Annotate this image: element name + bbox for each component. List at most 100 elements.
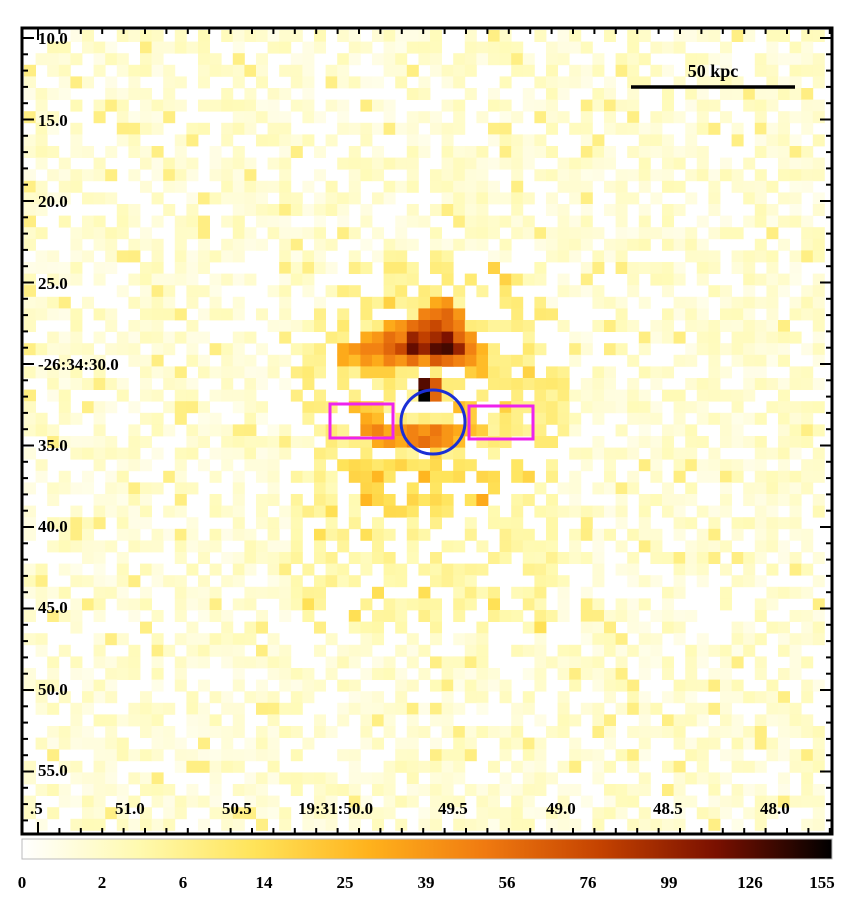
- count-pixel: [731, 714, 744, 727]
- count-pixel: [418, 378, 431, 390]
- count-pixel: [499, 354, 512, 367]
- count-pixel: [592, 540, 605, 553]
- count-pixel: [430, 354, 442, 367]
- count-pixel: [35, 575, 48, 588]
- count-pixel: [221, 656, 234, 669]
- count-pixel: [372, 668, 384, 680]
- count-pixel: [801, 412, 814, 425]
- count-pixel: [604, 343, 616, 356]
- count-pixel: [395, 53, 408, 66]
- count-pixel: [140, 354, 152, 367]
- count-pixel: [604, 621, 616, 634]
- count-pixel: [488, 784, 500, 796]
- count-pixel: [58, 180, 71, 193]
- count-pixel: [743, 262, 756, 274]
- count-pixel: [221, 378, 234, 390]
- count-pixel: [511, 726, 524, 738]
- count-pixel: [766, 621, 779, 634]
- count-pixel: [766, 204, 779, 216]
- count-pixel: [337, 784, 350, 796]
- count-pixel: [604, 784, 616, 796]
- count-pixel: [383, 238, 396, 251]
- count-pixel: [778, 169, 790, 182]
- count-pixel: [232, 517, 245, 530]
- count-pixel: [557, 586, 570, 599]
- count-pixel: [58, 354, 71, 367]
- count-pixel: [70, 575, 83, 588]
- count-pixel: [627, 99, 640, 112]
- count-pixel: [128, 111, 141, 124]
- count-pixel: [337, 424, 350, 437]
- count-pixel: [441, 668, 454, 680]
- count-pixel: [615, 679, 628, 692]
- count-pixel: [801, 41, 814, 54]
- count-pixel: [430, 424, 442, 437]
- count-pixel: [209, 424, 222, 437]
- count-pixel: [383, 563, 396, 576]
- count-pixel: [604, 633, 616, 646]
- count-pixel: [314, 459, 326, 472]
- count-pixel: [592, 436, 605, 448]
- count-pixel: [221, 528, 234, 541]
- count-pixel: [325, 656, 338, 669]
- count-pixel: [267, 528, 280, 541]
- count-pixel: [569, 343, 582, 356]
- count-pixel: [511, 180, 524, 193]
- count-pixel: [441, 378, 454, 390]
- count-pixel: [70, 447, 83, 460]
- count-pixel: [743, 99, 756, 112]
- count-pixel: [383, 494, 396, 506]
- count-pixel: [696, 633, 709, 646]
- count-pixel: [267, 494, 280, 506]
- count-pixel: [453, 169, 466, 182]
- count-pixel: [812, 679, 825, 692]
- count-pixel: [279, 575, 292, 588]
- count-pixel: [592, 807, 605, 820]
- count-pixel: [453, 737, 466, 750]
- count-pixel: [499, 691, 512, 704]
- count-pixel: [557, 610, 570, 622]
- count-pixel: [35, 702, 48, 715]
- count-pixel: [174, 227, 187, 240]
- count-pixel: [638, 146, 651, 158]
- count-pixel: [464, 204, 477, 216]
- count-pixel: [105, 656, 118, 669]
- count-pixel: [662, 586, 674, 599]
- count-pixel: [754, 633, 767, 646]
- count-pixel: [267, 122, 280, 135]
- count-pixel: [140, 320, 152, 332]
- count-pixel: [522, 772, 535, 785]
- count-pixel: [476, 53, 489, 66]
- count-pixel: [511, 795, 524, 808]
- count-pixel: [534, 807, 547, 820]
- count-pixel: [105, 586, 118, 599]
- count-pixel: [754, 737, 767, 750]
- count-pixel: [801, 378, 814, 390]
- count-pixel: [35, 111, 48, 124]
- count-pixel: [708, 53, 721, 66]
- count-pixel: [395, 331, 408, 344]
- count-pixel: [198, 122, 210, 135]
- count-pixel: [58, 540, 71, 553]
- count-pixel: [198, 679, 210, 692]
- count-pixel: [70, 53, 83, 66]
- count-pixel: [615, 238, 628, 251]
- count-pixel: [198, 552, 210, 564]
- count-pixel: [47, 88, 60, 100]
- count-pixel: [534, 737, 547, 750]
- count-pixel: [325, 99, 338, 112]
- count-pixel: [302, 679, 315, 692]
- count-pixel: [615, 122, 628, 135]
- count-pixel: [302, 99, 315, 112]
- count-pixel: [128, 354, 141, 367]
- count-pixel: [476, 691, 489, 704]
- count-pixel: [348, 192, 361, 205]
- count-pixel: [488, 552, 500, 564]
- count-pixel: [638, 807, 651, 820]
- count-pixel: [766, 540, 779, 553]
- count-pixel: [186, 378, 199, 390]
- count-pixel: [453, 540, 466, 553]
- count-pixel: [105, 262, 118, 274]
- count-pixel: [395, 737, 408, 750]
- count-pixel: [569, 215, 582, 228]
